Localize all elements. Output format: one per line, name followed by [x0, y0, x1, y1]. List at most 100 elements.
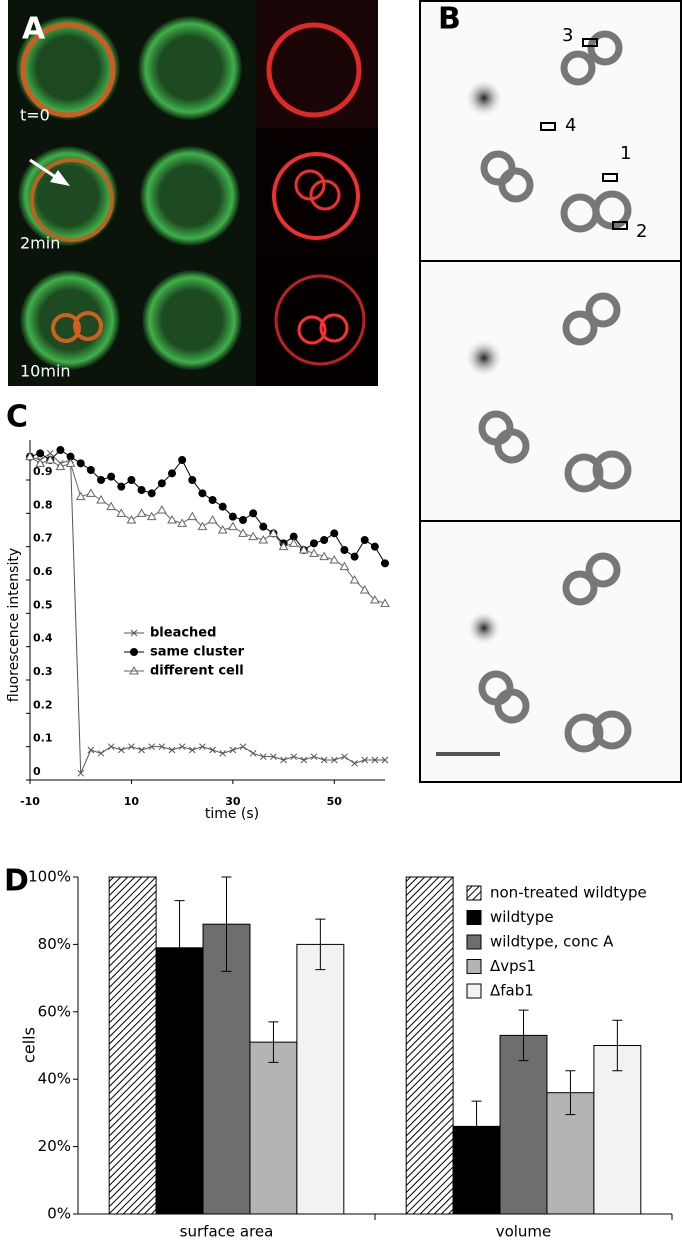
marker [65, 458, 76, 467]
roi-label: 4 [565, 115, 576, 136]
marker [55, 461, 66, 471]
series-line [29, 449, 386, 564]
marker [217, 524, 228, 534]
error-bar [221, 876, 232, 972]
marker [290, 753, 298, 761]
marker [128, 743, 135, 751]
marker [136, 508, 147, 517]
marker [339, 561, 350, 571]
marker [107, 472, 116, 481]
bar [405, 876, 454, 1215]
marker [168, 469, 176, 478]
marker [77, 769, 85, 777]
marker [228, 512, 237, 521]
marker [350, 552, 359, 561]
bar [202, 923, 251, 1215]
time-label: t=0 [20, 106, 50, 125]
marker [106, 501, 117, 511]
legend-label: Δvps1 [490, 957, 536, 975]
marker [360, 536, 369, 544]
marker [361, 756, 369, 764]
error-bar [471, 1100, 482, 1153]
marker [280, 756, 287, 764]
y-tick-label: 0.2 [33, 698, 53, 711]
marker [87, 746, 95, 754]
x-tick-label: -10 [20, 795, 40, 808]
time-label: 10min [20, 362, 71, 381]
x-tick-label: volume [496, 1223, 552, 1241]
marker [116, 508, 127, 517]
roi-label: 1 [620, 143, 631, 164]
marker [117, 746, 125, 754]
legend-swatch [466, 959, 482, 974]
marker [218, 502, 227, 511]
bar [499, 1034, 548, 1215]
marker [96, 494, 106, 504]
bar [296, 943, 345, 1215]
x-tick-label: 50 [327, 795, 343, 808]
series-line [29, 456, 386, 604]
marker [330, 529, 339, 538]
bar [249, 1041, 298, 1215]
marker [349, 574, 360, 584]
legend-label: wildtype [490, 908, 554, 926]
marker [76, 459, 85, 468]
panel-label: D [4, 864, 29, 899]
x-tick-label: 10 [124, 795, 140, 808]
legend-swatch [466, 983, 482, 999]
error-bar [174, 900, 185, 996]
marker [158, 743, 166, 751]
series-line [29, 452, 385, 774]
y-tick-label: 0% [47, 1205, 71, 1223]
marker [319, 551, 330, 561]
marker [138, 746, 145, 754]
marker [329, 554, 340, 564]
y-tick-label: 0.8 [33, 498, 53, 511]
legend-label: wildtype, conc A [490, 933, 614, 951]
marker [259, 522, 268, 531]
y-tick-label: 60% [38, 1002, 71, 1020]
marker [97, 476, 105, 484]
marker [85, 488, 96, 497]
marker [239, 743, 247, 751]
error-bar [565, 1070, 576, 1116]
marker [208, 496, 217, 504]
marker [97, 749, 105, 757]
marker [258, 534, 269, 544]
marker [249, 749, 257, 757]
marker [380, 598, 390, 607]
marker [249, 509, 258, 518]
y-tick-label: 20% [38, 1137, 71, 1155]
marker [229, 746, 237, 754]
marker [207, 514, 218, 524]
marker [310, 539, 318, 548]
marker [147, 489, 156, 498]
y-tick-label: 0.3 [33, 665, 53, 678]
roi-label: 2 [636, 221, 647, 242]
marker [167, 514, 177, 524]
marker [238, 528, 248, 537]
marker [36, 449, 45, 458]
marker [248, 531, 259, 541]
marker [156, 504, 167, 514]
panel-label: A [22, 12, 46, 47]
marker [188, 746, 196, 754]
marker [227, 521, 238, 531]
marker [219, 749, 227, 757]
marker [310, 753, 318, 761]
marker [288, 538, 299, 547]
bar [452, 1125, 501, 1215]
bar [108, 876, 157, 1215]
marker [199, 743, 206, 751]
marker [371, 756, 379, 764]
marker [168, 746, 176, 754]
error-bar [518, 1009, 529, 1062]
y-tick-label: 40% [38, 1070, 71, 1088]
panel-a-images [8, 0, 378, 386]
marker [45, 454, 56, 464]
marker [359, 584, 370, 594]
marker [107, 743, 115, 751]
marker [25, 451, 35, 461]
marker [270, 753, 277, 761]
